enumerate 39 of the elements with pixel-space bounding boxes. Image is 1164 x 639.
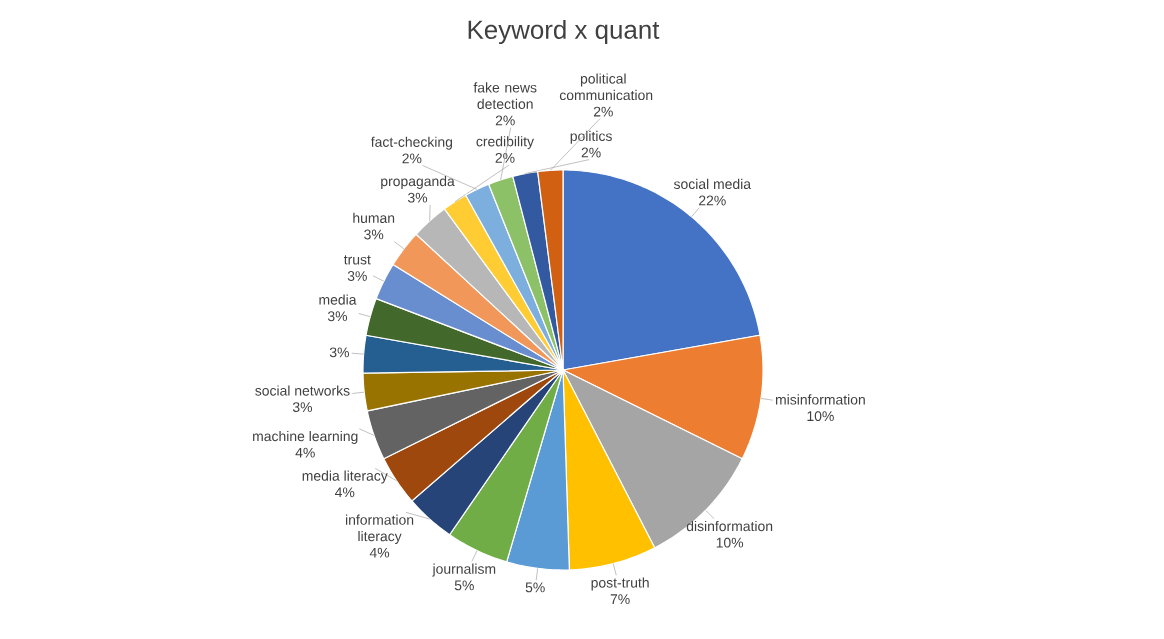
slice-label: information literacy <box>346 514 414 544</box>
data-label: 5% <box>454 580 474 591</box>
slice-label: journalism <box>432 563 496 577</box>
slice-label: fact-checking <box>370 136 453 150</box>
data-label: 2% <box>402 153 422 164</box>
slice-label: social networks <box>255 385 350 396</box>
slice-label: credibility <box>476 136 534 150</box>
slice-label: disinformation <box>686 520 773 532</box>
slice-label: media <box>319 294 357 305</box>
data-label: 4% <box>369 547 390 558</box>
data-label: 2% <box>495 152 515 163</box>
data-label: 22% <box>699 195 726 206</box>
slice-label: misinformation <box>775 394 865 405</box>
data-label: 4% <box>295 447 315 458</box>
data-label: 7% <box>610 594 630 605</box>
data-label: 2% <box>581 147 601 158</box>
data-label: 3% <box>364 229 384 240</box>
slice-label: trust <box>343 255 371 265</box>
data-label: 3% <box>329 347 349 358</box>
data-label: 4% <box>335 487 355 498</box>
slice-label: post-truth <box>591 577 649 591</box>
data-label: 10% <box>807 411 834 422</box>
data-label: 2% <box>495 115 515 126</box>
data-label: 5% <box>525 582 545 593</box>
data-label: 10% <box>716 537 744 548</box>
slice-label: media literacy <box>302 470 388 484</box>
slice-label: politics <box>570 130 612 144</box>
data-label: 3% <box>347 271 367 281</box>
slice-label: propaganda <box>381 175 455 189</box>
data-label: 3% <box>327 311 348 322</box>
data-label: 3% <box>292 402 313 413</box>
data-label: 2% <box>593 106 613 117</box>
chart-title: Keyword x quant <box>468 19 660 45</box>
slice-label: fake news detection <box>473 82 537 109</box>
slice-label: machine learning <box>253 430 358 444</box>
slice-label: human <box>353 212 395 223</box>
slice-label: social media <box>673 178 752 190</box>
data-label: 3% <box>407 192 428 203</box>
slice-label: political communication <box>559 73 653 101</box>
